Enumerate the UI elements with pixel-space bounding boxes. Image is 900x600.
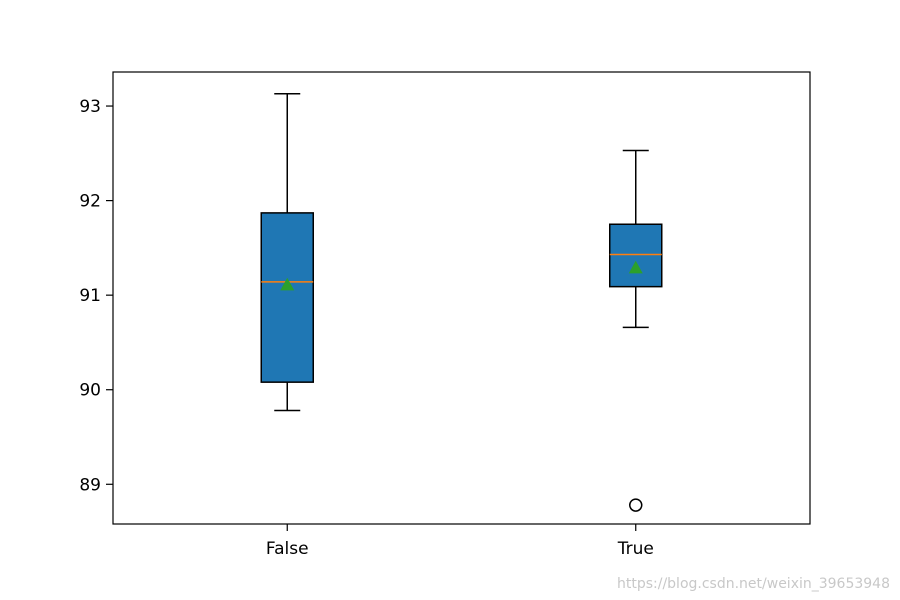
chart-axes: 89 90 91 92 93 False True bbox=[79, 97, 653, 559]
outlier-point bbox=[629, 498, 643, 512]
box-group-false bbox=[260, 92, 314, 412]
y-tick-label: 92 bbox=[79, 192, 101, 212]
box-group-true bbox=[609, 149, 663, 512]
chart-marks bbox=[260, 92, 663, 512]
box bbox=[609, 223, 663, 288]
box bbox=[260, 212, 314, 383]
plot-area bbox=[112, 71, 811, 525]
x-tick-label: True bbox=[617, 539, 654, 559]
watermark: https://blog.csdn.net/weixin_39653948 bbox=[616, 576, 890, 592]
y-tick-label: 89 bbox=[79, 475, 101, 495]
y-tick-label: 91 bbox=[79, 286, 101, 306]
mean-marker bbox=[280, 277, 295, 291]
x-tick-label: False bbox=[266, 539, 309, 559]
mean-marker bbox=[628, 260, 643, 274]
y-tick-label: 90 bbox=[79, 381, 101, 401]
y-tick-label: 93 bbox=[79, 97, 101, 117]
